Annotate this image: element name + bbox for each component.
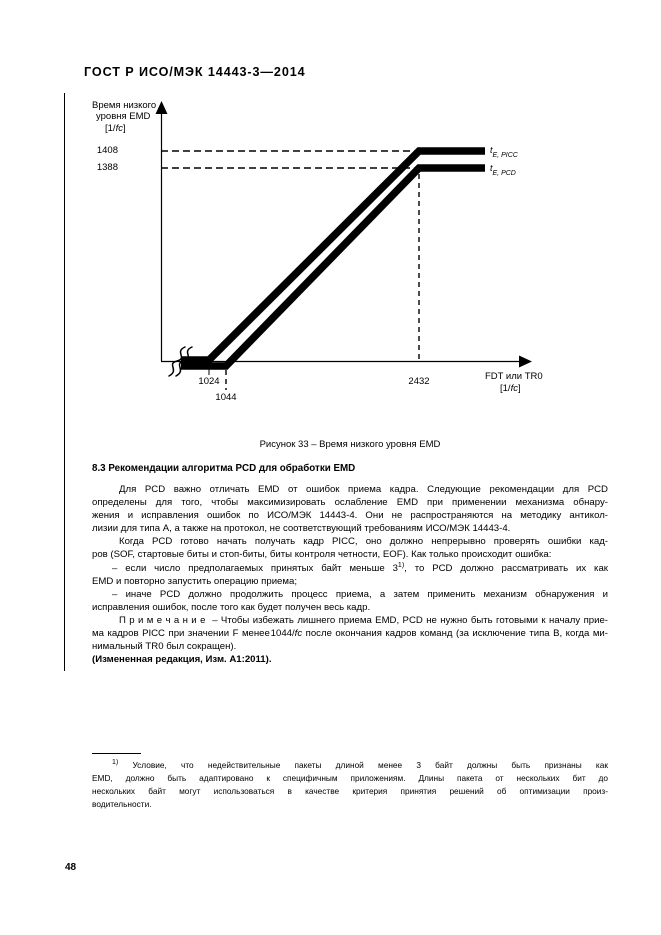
svg-text:1044: 1044 bbox=[215, 392, 236, 403]
svg-text:tE, PCD: tE, PCD bbox=[490, 163, 516, 177]
svg-text:2432: 2432 bbox=[408, 376, 429, 387]
svg-text:tE, PICC: tE, PICC bbox=[490, 145, 519, 159]
svg-text:Время низкого: Время низкого bbox=[92, 100, 156, 111]
svg-text:1388: 1388 bbox=[97, 162, 118, 173]
svg-text:1408: 1408 bbox=[97, 145, 118, 156]
svg-text:FDT или TR0: FDT или TR0 bbox=[485, 371, 543, 382]
svg-text:[1/fc]: [1/fc] bbox=[105, 123, 126, 134]
svg-text:1024: 1024 bbox=[198, 376, 219, 387]
svg-text:уровня EMD: уровня EMD bbox=[96, 111, 151, 122]
svg-text:[1/fc]: [1/fc] bbox=[500, 383, 521, 394]
